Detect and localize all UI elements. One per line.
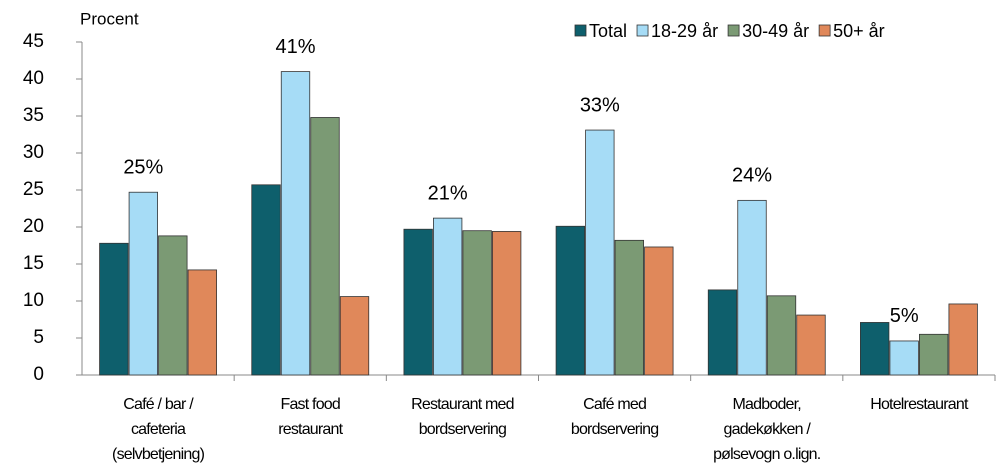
y-tick-label: 45: [23, 31, 44, 52]
x-tick-label: restaurant: [278, 421, 343, 438]
bar: [555, 225, 585, 376]
bar: [99, 242, 129, 376]
value-label: 5%: [890, 305, 919, 327]
y-tick-label: 35: [23, 105, 44, 126]
legend-label: 30-49 år: [742, 21, 809, 41]
legend-swatch: [636, 24, 649, 37]
y-tick-label: 40: [23, 68, 44, 89]
x-tick-label: Restaurant med: [411, 396, 514, 413]
bar: [614, 239, 644, 376]
x-tick-label: Hotelrestaurant: [870, 396, 969, 413]
bar: [766, 295, 797, 376]
x-tick-label: bordservering: [571, 421, 658, 438]
bar: [403, 228, 433, 376]
legend-swatch: [727, 24, 740, 37]
y-tick-label: 20: [23, 216, 44, 237]
bar: [860, 322, 890, 376]
x-tick-label: (selvbetjening): [112, 446, 205, 463]
y-tick-label: 15: [23, 253, 44, 274]
y-axis-label: Procent: [80, 9, 139, 28]
x-tick-label: cafeteria: [131, 421, 186, 438]
legend-label: Total: [589, 21, 627, 41]
value-label: 21%: [428, 182, 468, 204]
x-tick-label: bordservering: [419, 421, 506, 438]
value-label: 41%: [275, 36, 315, 58]
bar: [339, 296, 370, 376]
bar: [948, 303, 978, 376]
y-tick-label: 25: [23, 179, 44, 200]
value-label: 24%: [732, 165, 772, 187]
bar: [310, 117, 340, 376]
bar: [433, 217, 463, 376]
value-label: 33%: [580, 94, 620, 116]
bar: [796, 314, 826, 376]
x-tick-label: pølsevogn o.lign.: [713, 446, 820, 463]
bar: [737, 199, 767, 376]
x-tick-label: gadekøkken /: [724, 421, 812, 438]
legend-label: 18-29 år: [651, 21, 718, 41]
y-tick-label: 0: [33, 364, 44, 385]
y-tick-label: 10: [23, 290, 44, 311]
x-tick-label: Fast food: [280, 396, 340, 413]
x-tick-label: Café med: [583, 396, 646, 413]
y-tick-label: 5: [33, 327, 44, 348]
x-tick-label: Madboder,: [733, 396, 802, 413]
bar: [492, 231, 522, 376]
bar: [158, 235, 188, 376]
bar: [585, 129, 615, 376]
legend-label: 50+ år: [833, 21, 885, 41]
value-label: 25%: [123, 157, 163, 179]
bar: [280, 71, 311, 376]
legend-swatch: [574, 24, 587, 37]
bar: [889, 340, 919, 376]
bar: [187, 269, 217, 376]
bar: [128, 191, 158, 376]
bar: [644, 246, 674, 376]
legend-swatch: [818, 24, 831, 37]
bar: [462, 230, 492, 376]
bar: [707, 289, 738, 376]
y-tick-label: 30: [23, 142, 44, 163]
bar: [919, 333, 949, 376]
x-tick-label: Café / bar /: [123, 396, 194, 413]
bar: [251, 184, 281, 376]
